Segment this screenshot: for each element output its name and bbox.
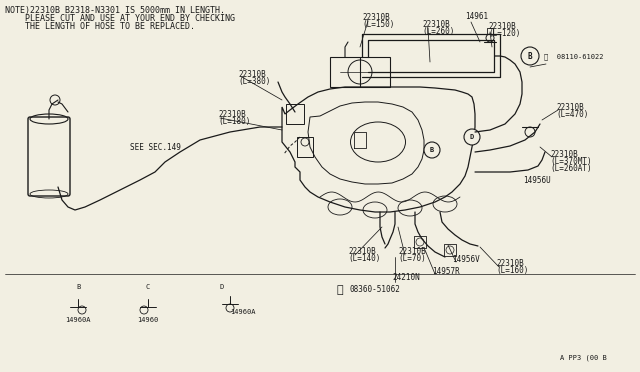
Text: 22310B: 22310B bbox=[488, 22, 516, 31]
Text: D: D bbox=[470, 134, 474, 140]
Text: (L=180): (L=180) bbox=[218, 116, 250, 125]
Text: 14957R: 14957R bbox=[432, 266, 460, 276]
Text: C: C bbox=[146, 284, 150, 290]
Text: 22310B: 22310B bbox=[238, 70, 266, 78]
Text: 14960A: 14960A bbox=[65, 317, 91, 323]
Circle shape bbox=[521, 47, 539, 65]
Text: Ⓑ  08110-61022: Ⓑ 08110-61022 bbox=[544, 54, 604, 60]
Text: 22310B: 22310B bbox=[218, 109, 246, 119]
Text: 22310B: 22310B bbox=[556, 103, 584, 112]
Text: SEE SEC.149: SEE SEC.149 bbox=[130, 142, 181, 151]
Text: 22310B: 22310B bbox=[398, 247, 426, 257]
Text: 14956U: 14956U bbox=[523, 176, 551, 185]
Text: NOTE)22310B B2318-N3301 IS 5000mm IN LENGTH.: NOTE)22310B B2318-N3301 IS 5000mm IN LEN… bbox=[5, 6, 225, 15]
Text: (L=370MT): (L=370MT) bbox=[550, 157, 591, 166]
Text: (L=140): (L=140) bbox=[348, 254, 380, 263]
Text: 14960: 14960 bbox=[138, 317, 159, 323]
Text: B: B bbox=[430, 147, 434, 153]
Text: 08360-51062: 08360-51062 bbox=[350, 285, 401, 295]
Text: A PP3 (00 B: A PP3 (00 B bbox=[560, 355, 607, 361]
Text: 22310B: 22310B bbox=[496, 260, 524, 269]
Text: (L=470): (L=470) bbox=[556, 109, 588, 119]
Text: (L=260): (L=260) bbox=[422, 26, 454, 35]
Text: PLEASE CUT AND USE AT YOUR END BY CHECKING: PLEASE CUT AND USE AT YOUR END BY CHECKI… bbox=[5, 14, 235, 23]
Text: (L=150): (L=150) bbox=[362, 19, 394, 29]
Text: 22310B: 22310B bbox=[422, 19, 450, 29]
Text: THE LENGTH OF HOSE TO BE REPLACED.: THE LENGTH OF HOSE TO BE REPLACED. bbox=[5, 22, 195, 31]
Text: B: B bbox=[528, 51, 532, 61]
Text: (L=160): (L=160) bbox=[496, 266, 529, 276]
Text: (L=260AT): (L=260AT) bbox=[550, 164, 591, 173]
Text: 22310B: 22310B bbox=[550, 150, 578, 158]
Text: 14961: 14961 bbox=[465, 12, 488, 20]
Text: (L=380): (L=380) bbox=[238, 77, 270, 86]
Text: D: D bbox=[220, 284, 224, 290]
Text: (L=70): (L=70) bbox=[398, 254, 426, 263]
Text: 14956V: 14956V bbox=[452, 256, 480, 264]
Circle shape bbox=[424, 142, 440, 158]
Text: Ⓢ: Ⓢ bbox=[337, 285, 343, 295]
Text: (L=120): (L=120) bbox=[488, 29, 520, 38]
Text: 24210N: 24210N bbox=[392, 273, 420, 282]
Circle shape bbox=[464, 129, 480, 145]
Text: 22310B: 22310B bbox=[348, 247, 376, 257]
Text: 14960A: 14960A bbox=[230, 309, 255, 315]
Text: B: B bbox=[76, 284, 80, 290]
Text: 22310B: 22310B bbox=[362, 13, 390, 22]
